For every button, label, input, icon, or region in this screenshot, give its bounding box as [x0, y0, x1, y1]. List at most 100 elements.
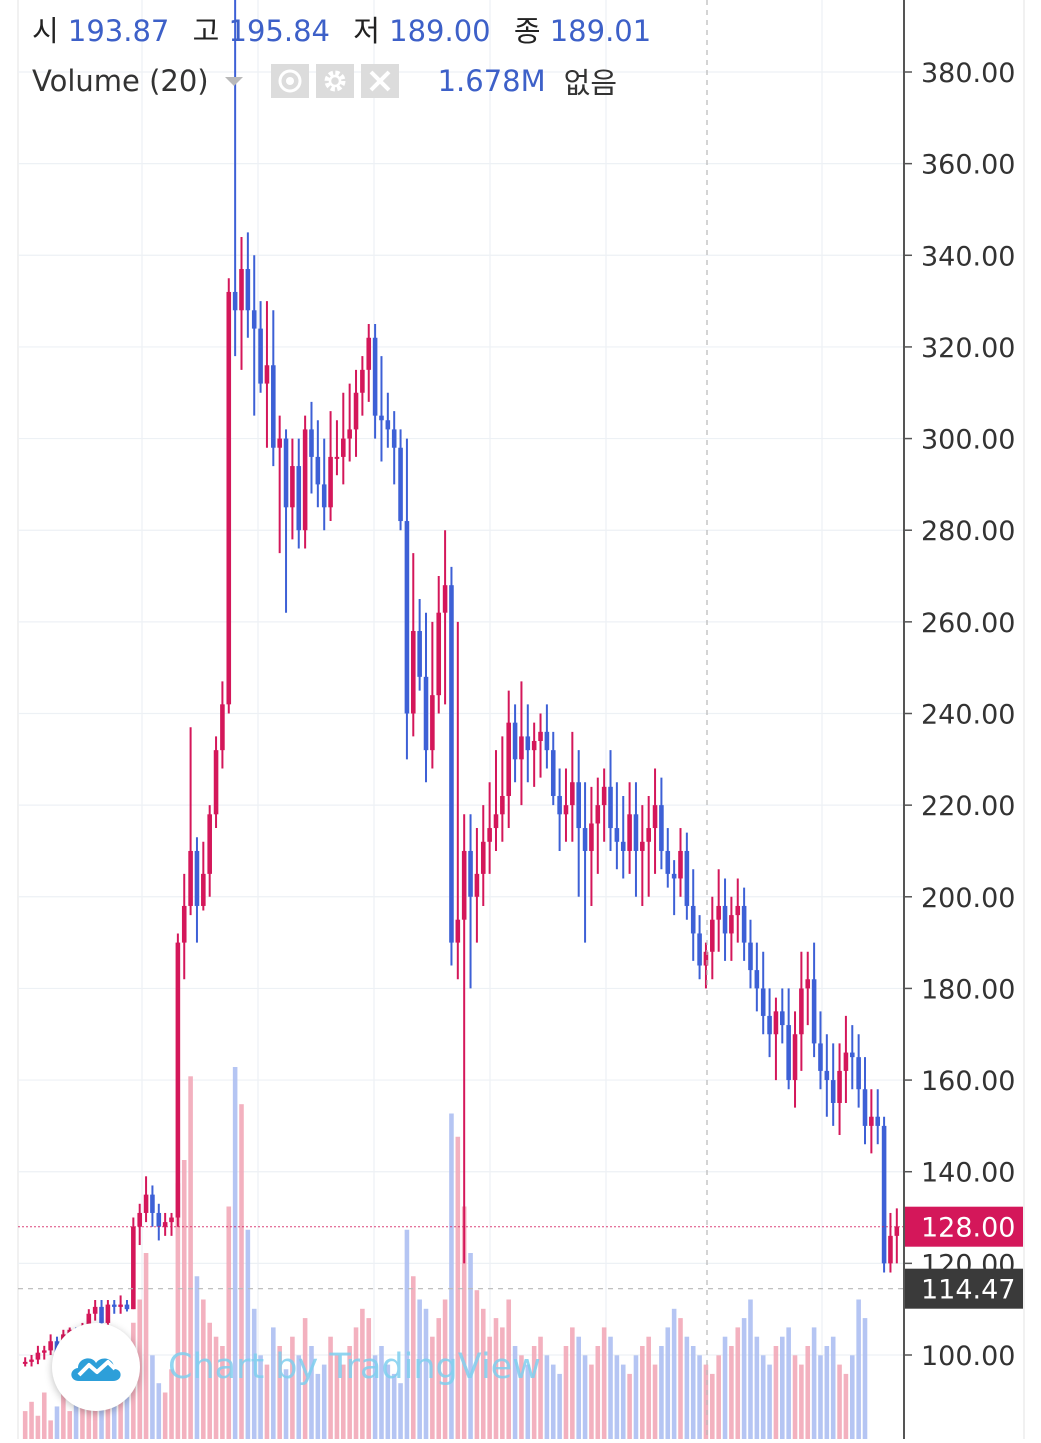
- y-tick-label: 160.00: [921, 1066, 1015, 1097]
- candle-body: [22, 1361, 28, 1364]
- candle: [423, 612, 429, 783]
- candle-body: [818, 1043, 823, 1071]
- volume-bar: [799, 1364, 804, 1439]
- volume-bar: [258, 1355, 263, 1439]
- candle-body: [137, 1212, 142, 1227]
- candle: [302, 415, 308, 549]
- y-tick-label: 280.00: [921, 516, 1015, 547]
- candle: [627, 782, 632, 874]
- candle-body: [372, 337, 378, 416]
- candle: [646, 795, 651, 897]
- y-tick-label: 180.00: [921, 974, 1015, 1005]
- candle: [162, 1212, 168, 1236]
- candle: [849, 1025, 855, 1090]
- candle-body: [258, 328, 263, 384]
- volume-bar: [506, 1299, 512, 1439]
- high-label: 고: [192, 14, 220, 48]
- candle-body: [124, 1304, 130, 1310]
- watermark-text[interactable]: Chart by TradingView: [168, 1347, 541, 1387]
- close-icon[interactable]: [360, 64, 399, 98]
- chevron-down-icon[interactable]: [224, 76, 243, 86]
- candle-body: [245, 269, 251, 311]
- candle-body: [213, 750, 219, 815]
- candle-body: [29, 1359, 34, 1362]
- volume-bar: [67, 1411, 73, 1439]
- candle-body: [302, 429, 308, 531]
- crosshair-price-tag-bg: [905, 1268, 1023, 1309]
- candle: [487, 782, 492, 874]
- volume-bar: [315, 1373, 321, 1439]
- candle-body: [722, 905, 728, 934]
- candle: [131, 1217, 136, 1310]
- candle-body: [251, 310, 257, 329]
- volume-bar: [162, 1392, 168, 1439]
- candle: [92, 1300, 98, 1321]
- y-tick-label: 140.00: [921, 1158, 1015, 1189]
- candle-body: [633, 814, 639, 851]
- candle: [665, 828, 671, 888]
- volume-bar: [843, 1373, 849, 1439]
- candle-body: [729, 915, 734, 934]
- candle-body: [620, 841, 626, 851]
- candle: [442, 530, 448, 705]
- candle-body: [786, 1025, 791, 1081]
- candle: [506, 690, 512, 829]
- candle-body: [430, 695, 435, 751]
- volume-bar: [423, 1308, 429, 1439]
- gear-icon[interactable]: [315, 64, 354, 98]
- candle-body: [150, 1194, 155, 1213]
- candle-body: [143, 1194, 149, 1213]
- volume-bar: [627, 1373, 632, 1439]
- candle-body: [487, 828, 492, 842]
- candle-body: [595, 805, 601, 824]
- volume-bar: [201, 1299, 206, 1439]
- candle-body: [894, 1226, 900, 1236]
- candle: [659, 777, 664, 870]
- candle-body: [111, 1304, 117, 1307]
- volume-bar: [500, 1327, 505, 1439]
- volume-bar: [805, 1346, 811, 1439]
- candle-body: [226, 291, 232, 705]
- low-label: 저: [353, 14, 380, 48]
- volume-bar: [35, 1415, 41, 1439]
- volume-bar: [729, 1346, 734, 1439]
- volume-bar: [493, 1318, 499, 1439]
- volume-bar: [309, 1346, 314, 1439]
- volume-bar: [652, 1364, 658, 1439]
- candle-body: [875, 1116, 881, 1126]
- candle: [773, 997, 779, 1081]
- candle: [277, 415, 282, 554]
- open-label: 시: [32, 14, 59, 48]
- candle: [881, 1116, 887, 1273]
- volume-bar: [550, 1364, 556, 1439]
- candle: [48, 1334, 53, 1355]
- candle-body: [455, 919, 461, 943]
- candle: [652, 768, 658, 874]
- volume-label[interactable]: Volume (20): [32, 64, 209, 98]
- candle: [824, 1034, 830, 1117]
- candle: [296, 438, 302, 549]
- candle: [124, 1300, 130, 1312]
- candle: [169, 1212, 174, 1236]
- tradingview-watermark[interactable]: Chart by TradingView: [52, 1323, 541, 1411]
- candle-body: [385, 420, 391, 430]
- last-price-tag-bg: [905, 1206, 1023, 1247]
- candle: [856, 1034, 861, 1108]
- last-price-tag: 128.00: [921, 1213, 1015, 1244]
- candle: [105, 1300, 111, 1328]
- eye-icon[interactable]: [270, 64, 309, 98]
- candle-body: [347, 429, 352, 439]
- candle: [398, 429, 403, 531]
- candle: [220, 681, 225, 769]
- candle: [729, 896, 734, 961]
- candle: [226, 278, 232, 714]
- tradingview-logo-icon[interactable]: [52, 1323, 140, 1411]
- price-axis[interactable]: 100.00120.00140.00160.00180.00200.00220.…: [903, 0, 1015, 1439]
- candle: [493, 750, 499, 851]
- volume-bar: [328, 1336, 333, 1439]
- candle: [213, 736, 219, 829]
- candle: [35, 1345, 41, 1365]
- open-value: 193.87: [67, 14, 170, 48]
